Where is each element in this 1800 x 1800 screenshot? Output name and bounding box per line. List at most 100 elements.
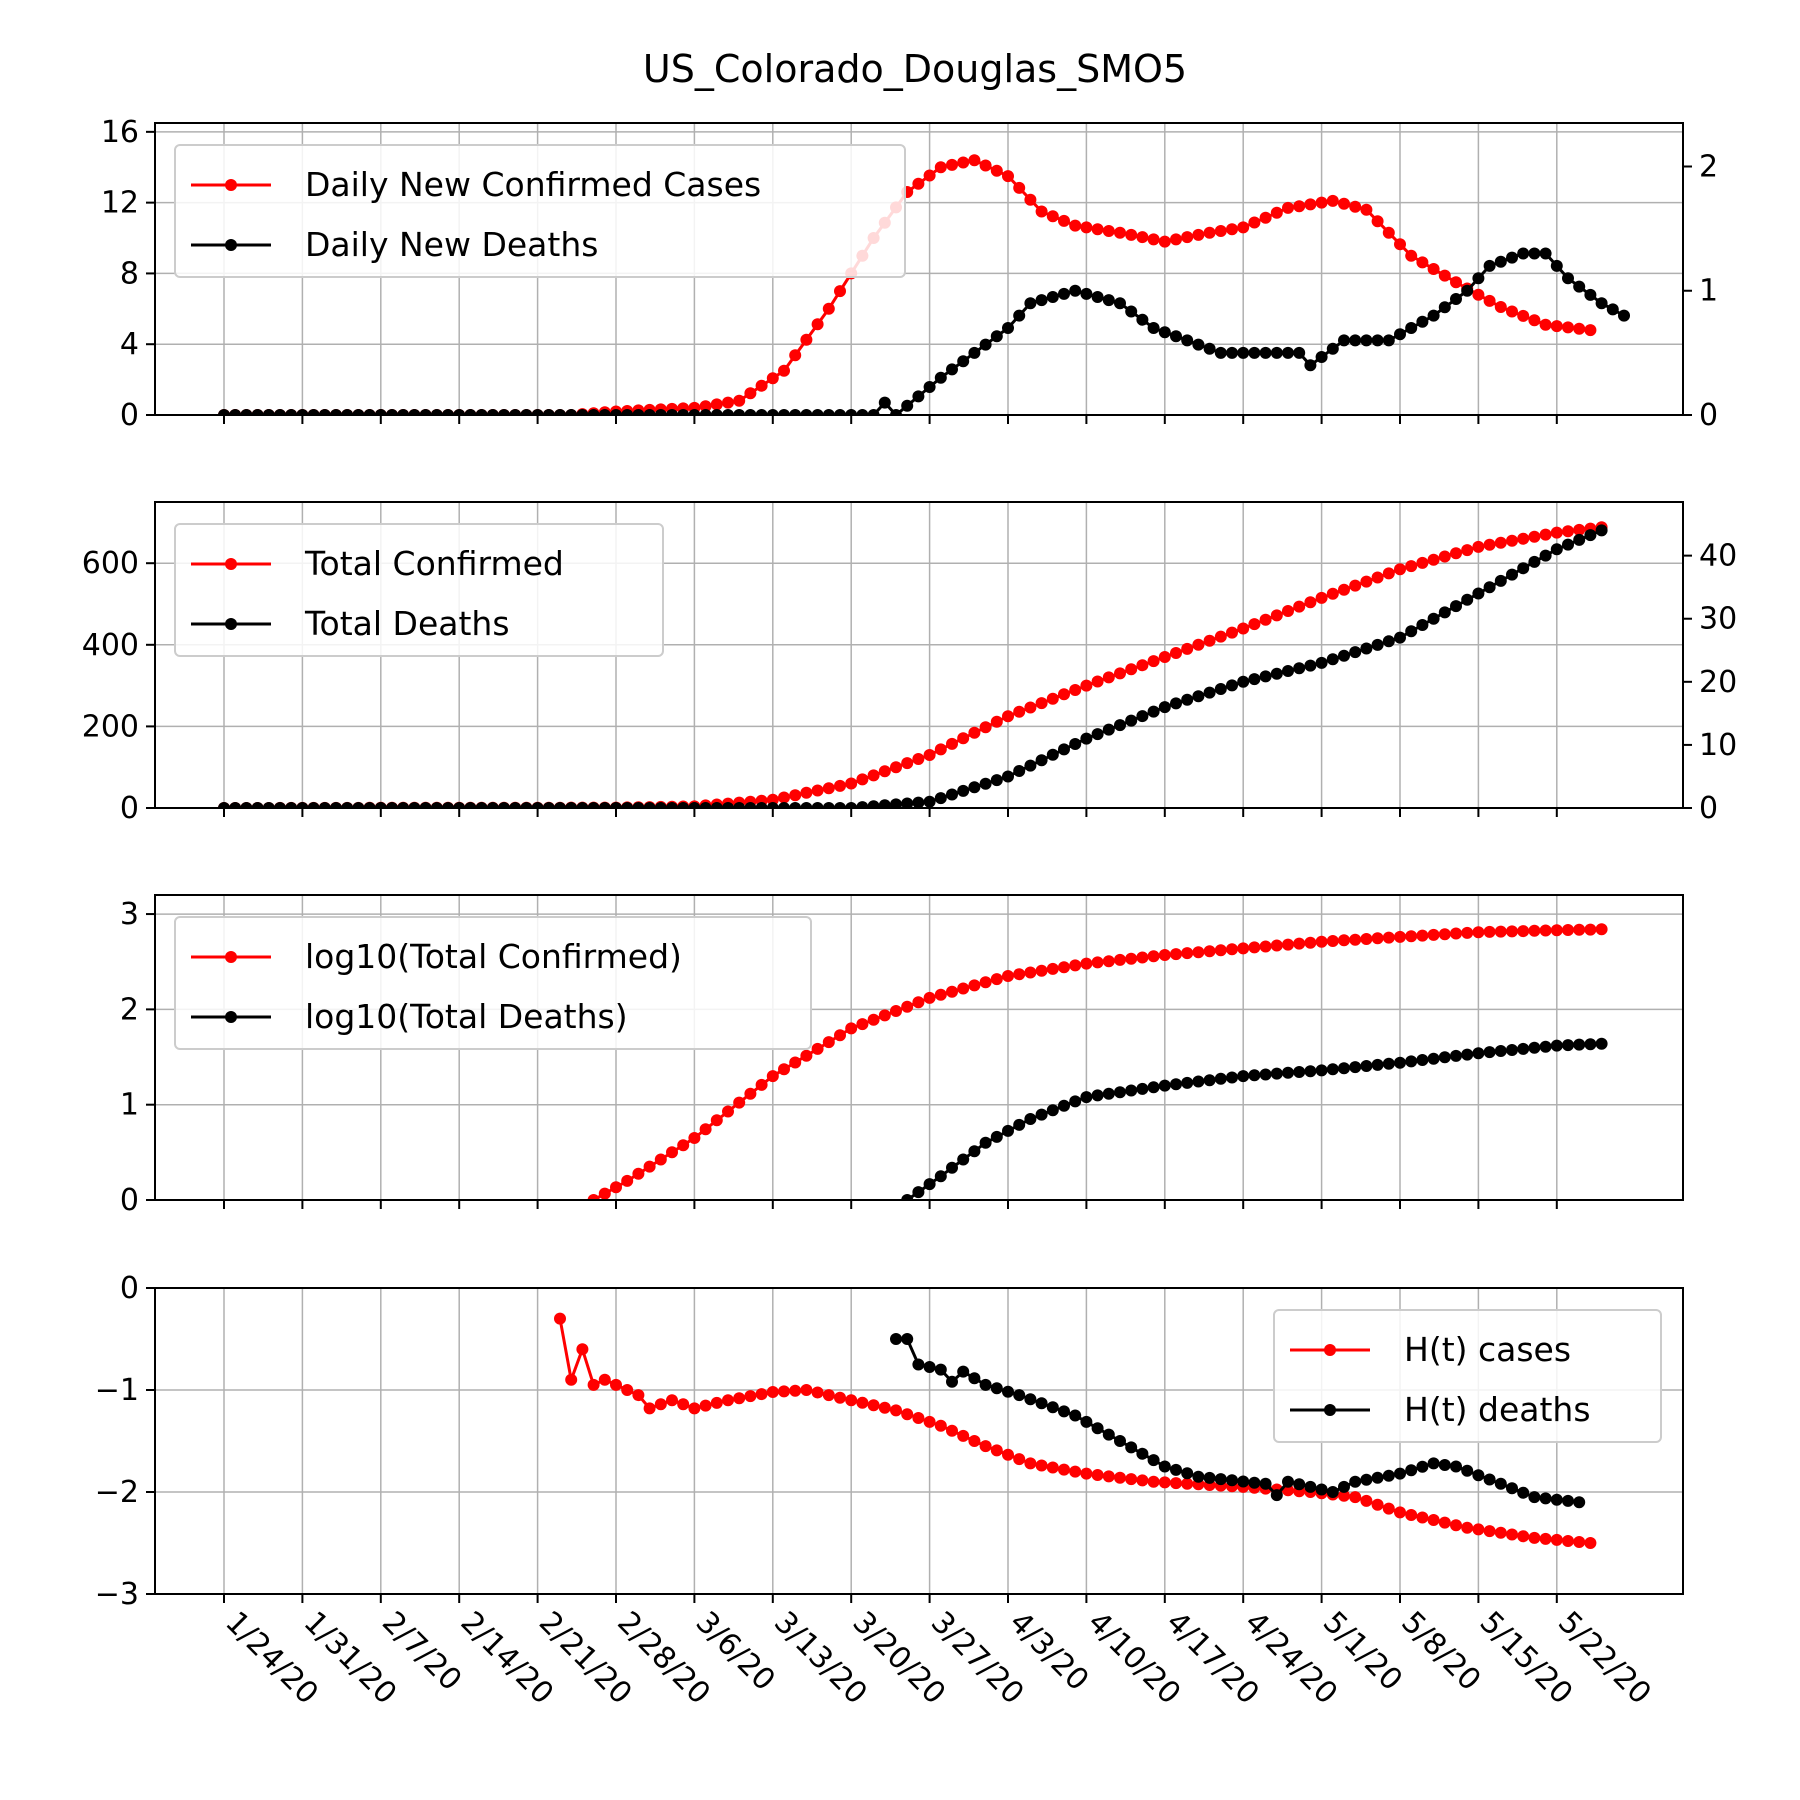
data-point	[1405, 1509, 1418, 1521]
legend-box	[174, 144, 906, 278]
data-point	[1595, 297, 1608, 310]
data-point	[946, 788, 958, 801]
data-point	[1450, 1460, 1462, 1473]
data-point	[1416, 1054, 1429, 1066]
data-point	[1013, 1118, 1026, 1131]
data-point	[789, 1056, 802, 1069]
data-point	[1248, 346, 1261, 359]
data-point	[778, 409, 790, 415]
data-point	[1136, 1447, 1149, 1460]
data-point	[744, 409, 757, 415]
data-point	[1562, 1494, 1574, 1507]
data-point	[1517, 309, 1530, 322]
data-point	[1248, 673, 1261, 686]
data-point	[1438, 301, 1451, 314]
legend-swatch-marker	[225, 179, 237, 191]
data-point	[822, 1036, 835, 1049]
data-point	[968, 346, 981, 359]
data-point	[1058, 287, 1070, 300]
data-point	[1147, 705, 1160, 718]
data-point	[856, 409, 869, 415]
data-point	[1450, 1519, 1462, 1532]
data-point	[1013, 1453, 1026, 1466]
data-point	[934, 743, 947, 756]
data-point	[1203, 686, 1216, 699]
data-point	[957, 732, 970, 745]
data-point	[822, 1389, 835, 1402]
data-point	[1170, 1477, 1182, 1490]
y-tick-label: 0	[120, 1271, 139, 1306]
data-point	[1203, 1471, 1216, 1484]
data-point	[1483, 581, 1496, 594]
data-point	[1371, 932, 1384, 945]
data-point	[1226, 679, 1238, 692]
data-point	[1259, 670, 1272, 683]
data-point	[1080, 679, 1093, 692]
data-point	[923, 991, 936, 1004]
data-point	[946, 158, 958, 171]
data-point	[1002, 1385, 1014, 1398]
data-point	[1405, 625, 1418, 638]
data-point	[722, 1394, 734, 1407]
data-point	[1158, 1476, 1171, 1489]
data-point	[1450, 547, 1462, 560]
data-point	[1506, 925, 1518, 938]
data-point	[1562, 924, 1574, 936]
data-point	[1013, 309, 1026, 322]
data-point	[1293, 1478, 1306, 1491]
data-point	[856, 1018, 869, 1031]
data-point	[1494, 1045, 1507, 1057]
data-point	[1438, 550, 1451, 563]
data-point	[1069, 738, 1082, 750]
data-point	[1304, 596, 1317, 609]
data-point	[229, 409, 242, 415]
data-point	[710, 802, 723, 808]
data-point	[1035, 964, 1048, 977]
data-point	[1394, 328, 1406, 341]
data-point	[1461, 1464, 1474, 1477]
series-line	[906, 1042, 1602, 1200]
data-point	[1282, 1066, 1294, 1079]
data-point	[822, 782, 835, 795]
data-point	[1158, 701, 1171, 714]
data-point	[878, 799, 891, 808]
data-point	[1058, 961, 1070, 974]
data-point	[1214, 346, 1227, 359]
data-point	[789, 1384, 802, 1397]
legend-box	[174, 916, 812, 1050]
data-point	[1248, 941, 1261, 954]
data-point	[1595, 1037, 1608, 1050]
data-point	[811, 802, 824, 808]
data-point	[419, 409, 432, 415]
data-point	[330, 802, 342, 808]
y-tick-label-right: 1	[1699, 274, 1718, 309]
data-point	[520, 409, 533, 415]
data-point	[710, 1396, 723, 1409]
data-point	[1203, 945, 1216, 958]
data-point	[1214, 944, 1227, 957]
data-point	[1539, 528, 1552, 541]
data-point	[1304, 936, 1317, 949]
data-point	[1494, 536, 1507, 549]
data-point	[1214, 225, 1227, 237]
data-point	[688, 802, 701, 808]
data-point	[1360, 642, 1373, 655]
data-point	[654, 409, 667, 415]
y-tick-label-right: 2	[1699, 149, 1718, 184]
data-point	[1394, 238, 1406, 251]
axes-frame	[154, 501, 1684, 809]
data-point	[968, 979, 981, 992]
data-point	[1427, 928, 1440, 941]
data-point	[1114, 953, 1126, 966]
data-point	[666, 1394, 678, 1407]
data-point	[890, 798, 902, 808]
data-point	[1102, 225, 1115, 237]
series-group	[554, 1312, 1597, 1549]
data-point	[1203, 342, 1216, 355]
legend-swatch-marker	[1324, 1344, 1336, 1356]
data-point	[1315, 656, 1328, 669]
data-point	[789, 789, 802, 802]
data-point	[1080, 1467, 1093, 1480]
data-point	[1181, 642, 1194, 655]
data-point	[1270, 346, 1283, 359]
